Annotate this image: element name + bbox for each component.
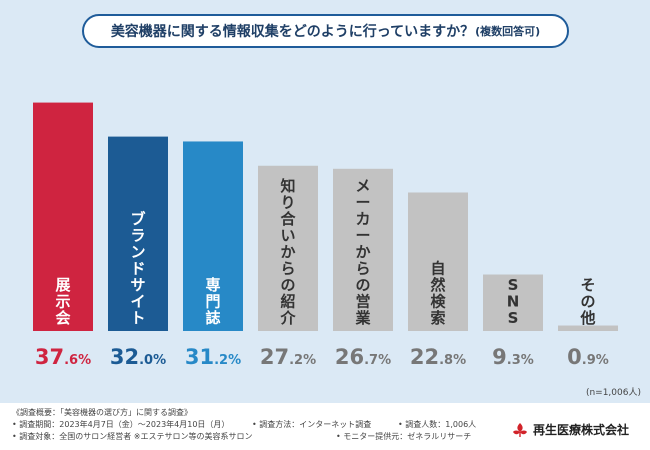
bar-label-4: 知り合いからの紹介 (279, 177, 296, 327)
bar-label-3: 専門誌 (205, 276, 220, 327)
bar-chart: 展示会 37.6% ブランドサイト 32.0% 専門誌 31.2% 知り合いからの紹介 27.… (33, 102, 641, 398)
survey-count: • 調査人数：1,006人 (398, 420, 477, 429)
value-label-7: 9.3% (492, 345, 534, 369)
bar-label-1: 展示会 (55, 276, 70, 327)
value-label-1: 37.6% (35, 345, 91, 369)
value-label-4: 27.2% (260, 345, 316, 369)
value-label-5: 26.7% (335, 345, 391, 369)
bar-5 (333, 168, 393, 331)
chart-title-box: 美容機器に関する情報収集をどのように行っていますか？ (複数回答可) (82, 14, 569, 48)
value-label-2: 32.0% (110, 345, 166, 369)
bar-1 (33, 102, 93, 331)
sample-size-note: (n=1,006人) (586, 387, 641, 398)
bar-3 (183, 141, 243, 331)
value-label-8: 0.9% (567, 345, 609, 369)
survey-target: • 調査対象：全国のサロン経営者 ※エステサロン等の美容系サロン (12, 432, 253, 441)
bar-label-8: その他 (579, 276, 595, 327)
bar-label-2: ブランドサイト (130, 210, 145, 327)
value-label-3: 31.2% (185, 345, 241, 369)
chart-title: 美容機器に関する情報収集をどのように行っていますか？ (110, 24, 475, 40)
bar-6 (408, 192, 468, 331)
footer: 《調査概要：「美容機器の選び方」に関する調査》 • 調査期間：2023年4月7日… (0, 403, 650, 450)
bar-8 (558, 325, 618, 331)
leaf-icon (513, 422, 527, 437)
chart-title-note: (複数回答可) (475, 25, 541, 38)
company-name: 再生医療株式会社 (533, 423, 630, 437)
bar-label-6: 自然検索 (430, 260, 446, 328)
bar-label-5: メーカーからの営業 (354, 177, 371, 327)
bar-7 (483, 274, 543, 331)
survey-provider: • モニター提供元：ゼネラルリサーチ (336, 432, 472, 441)
value-label-6: 22.8% (410, 345, 466, 369)
survey-method: • 調査方法：インターネット調査 (252, 420, 372, 429)
bar-2 (108, 136, 168, 331)
survey-period: • 調査期間：2023年4月7日（金）～2023年4月10日（月） (12, 420, 230, 429)
survey-overview: 《調査概要：「美容機器の選び方」に関する調査》 (12, 408, 192, 417)
bar-4 (258, 165, 318, 331)
company-logo: 再生医療株式会社 (512, 421, 629, 438)
